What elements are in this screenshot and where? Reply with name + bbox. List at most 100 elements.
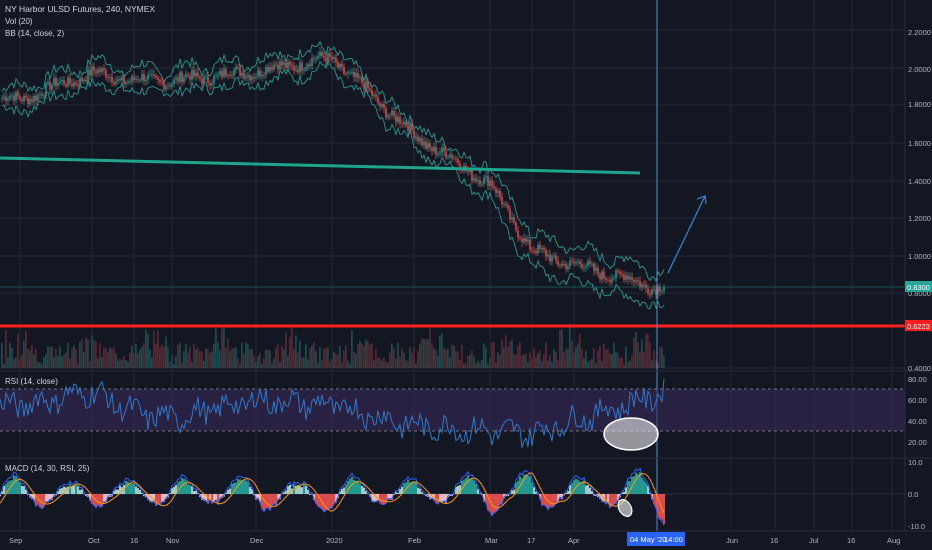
bollinger-bands — [1, 40, 665, 310]
volume-bar — [433, 347, 435, 368]
candle-body — [437, 153, 439, 155]
candle-body — [397, 116, 399, 122]
rsi-scale[interactable]: 80.00 60.00 40.00 20.00 — [908, 375, 927, 447]
candle-body — [309, 64, 311, 66]
volume-bar — [541, 361, 543, 368]
bb-legend[interactable]: BB (14, close, 2) — [5, 29, 64, 38]
time-tick: Apr — [568, 536, 580, 545]
volume-bar — [281, 345, 283, 368]
volume-bar — [9, 342, 11, 368]
macd-bar — [75, 483, 77, 494]
macd-bar — [489, 494, 491, 512]
volume-bar — [477, 360, 479, 368]
volume-bar — [171, 355, 173, 368]
candle-body — [423, 141, 425, 146]
volume-bar — [289, 337, 291, 368]
volume-bar — [265, 349, 267, 368]
macd-bar — [573, 480, 575, 494]
volume-bar — [399, 356, 401, 368]
volume-bar — [339, 346, 341, 368]
macd-bar — [313, 494, 315, 501]
volume-bar — [59, 346, 61, 368]
volume-bars — [1, 323, 665, 368]
candle-body — [403, 121, 405, 125]
macd-legend[interactable]: MACD (14, 30, RSI, 25) — [5, 464, 90, 473]
candle-body — [345, 73, 347, 75]
macd-bar — [189, 484, 191, 494]
candle-body — [305, 67, 307, 70]
candle-body — [623, 274, 625, 280]
projection-arrow[interactable] — [667, 195, 707, 274]
candle-body — [67, 77, 69, 87]
macd-bar — [551, 494, 553, 508]
macd-bar — [437, 494, 439, 505]
volume-bar — [3, 363, 5, 368]
volume-bar — [355, 353, 357, 368]
macd-scale[interactable]: 10.0 0.0 -10.0 — [908, 458, 925, 531]
volume-bar — [585, 350, 587, 368]
candle-body — [595, 267, 597, 271]
macd-bar — [125, 481, 127, 494]
time-axis[interactable]: Sep Oct 16 Nov Dec 2020 Feb Mar 17 Apr J… — [9, 532, 900, 546]
volume-bar — [115, 353, 117, 368]
macd-bar — [455, 486, 457, 494]
candle-body — [545, 250, 547, 257]
macd-bar — [41, 494, 43, 509]
volume-bar — [277, 344, 279, 368]
candle-body — [149, 74, 151, 76]
candle-body — [141, 74, 143, 81]
macd-bar — [73, 485, 75, 494]
rsi-tick: 20.00 — [908, 438, 927, 447]
volume-bar — [543, 354, 545, 368]
volume-bar — [217, 342, 219, 368]
volume-bar — [45, 354, 47, 368]
volume-bar — [367, 340, 369, 368]
volume-bar — [271, 363, 273, 368]
macd-bar — [147, 494, 149, 500]
trendline[interactable] — [0, 156, 641, 175]
candle-body — [565, 264, 567, 270]
candle-body — [109, 76, 111, 78]
volume-bar — [95, 341, 97, 368]
candle-body — [175, 77, 177, 80]
volume-legend[interactable]: Vol (20) — [5, 17, 33, 26]
volume-bar — [655, 360, 657, 368]
volume-bar — [411, 352, 413, 368]
candle-body — [589, 260, 591, 265]
volume-bar — [525, 352, 527, 368]
candle-body — [449, 154, 451, 158]
candle-body — [111, 76, 113, 83]
rsi-highlight-ellipse[interactable] — [603, 417, 659, 451]
volume-bar — [517, 346, 519, 368]
candle-body — [353, 72, 355, 78]
macd-highlight-ellipse[interactable] — [615, 497, 634, 519]
macd-bar — [277, 494, 279, 500]
volume-bar — [573, 352, 575, 368]
candle-body — [243, 72, 245, 79]
time-tick: Oct — [88, 536, 101, 545]
macd-bar — [45, 494, 47, 503]
macd-bar — [653, 494, 655, 505]
candle-body — [441, 147, 443, 153]
macd-bar — [295, 485, 297, 494]
volume-bar — [225, 347, 227, 368]
macd-bar — [133, 482, 135, 494]
macd-bar — [389, 494, 391, 500]
macd-bar — [153, 494, 155, 502]
candle-body — [113, 82, 115, 85]
price-scale[interactable]: 2.2000 2.0000 1.8000 1.6000 1.4000 1.200… — [905, 28, 932, 373]
macd-bar — [381, 494, 383, 505]
symbol-legend[interactable]: NY Harbor ULSD Futures, 240, NYMEX — [5, 4, 155, 14]
candle-body — [351, 72, 353, 73]
macd-bar — [359, 483, 361, 494]
macd-bar — [163, 494, 165, 503]
rsi-legend[interactable]: RSI (14, close) — [5, 377, 58, 386]
candle-body — [215, 75, 217, 77]
volume-bar — [259, 352, 261, 368]
volume-bar — [533, 348, 535, 368]
macd-bar — [557, 494, 559, 503]
macd-bar — [11, 479, 13, 494]
candle-body — [407, 125, 409, 132]
macd-bar — [429, 494, 431, 500]
volume-bar — [631, 355, 633, 368]
